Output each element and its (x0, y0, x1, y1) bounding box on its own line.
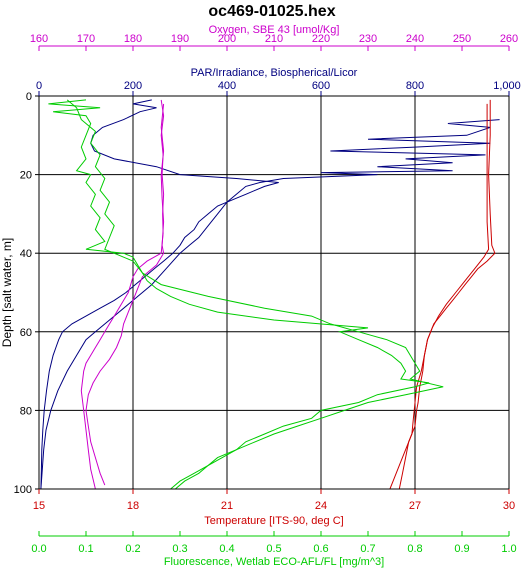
x-tick-label-par: 800 (406, 80, 424, 92)
x-tick-label-fluorescence: 0.0 (31, 543, 46, 555)
x-axis-title-temperature: Temperature [ITS-90, deg C] (204, 515, 343, 527)
series-line-temperature (389, 103, 490, 490)
series-line-fluorescence (48, 99, 430, 490)
x-tick-label-par: 600 (312, 80, 330, 92)
y-axis-title: Depth [salt water, m] (0, 238, 14, 347)
y-tick-label: 20 (20, 170, 32, 182)
x-tick-label-fluorescence: 0.1 (78, 543, 93, 555)
x-tick-label-oxygen: 220 (312, 33, 330, 45)
x-tick-label-fluorescence: 0.2 (125, 543, 140, 555)
x-tick-label-par: 1,000 (493, 80, 521, 92)
x-tick-label-fluorescence: 0.3 (172, 543, 187, 555)
x-tick-label-oxygen: 170 (77, 33, 95, 45)
x-axis-title-fluorescence: Fluorescence, Wetlab ECO-AFL/FL [mg/m^3] (164, 556, 384, 568)
x-tick-label-par: 200 (124, 80, 142, 92)
x-tick-label-temperature: 27 (409, 500, 421, 512)
x-tick-label-temperature: 15 (33, 500, 45, 512)
series-line-fluorescence (66, 99, 444, 490)
axis-layer: 0 20 40 60 80 100 Depth [salt water, m] 160 170 1… (0, 24, 521, 568)
x-tick-label-oxygen: 210 (265, 33, 283, 45)
x-tick-label-oxygen: 180 (124, 33, 142, 45)
series-line-oxygen (80, 99, 165, 490)
y-tick-label: 100 (14, 484, 32, 496)
x-tick-label-oxygen: 250 (453, 33, 471, 45)
x-tick-label-oxygen: 260 (500, 33, 518, 45)
y-tick-label: 0 (26, 91, 32, 103)
series-line-par (40, 119, 500, 490)
x-tick-label-oxygen: 200 (218, 33, 236, 45)
x-tick-label-fluorescence: 1.0 (501, 543, 516, 555)
x-axis-title-oxygen: Oxygen, SBE 43 [umol/Kg] (209, 24, 340, 36)
y-tick-label: 80 (20, 405, 32, 417)
x-tick-label-temperature: 24 (315, 500, 327, 512)
y-tick-label: 60 (20, 327, 32, 339)
x-tick-label-par: 0 (36, 80, 42, 92)
x-tick-label-par: 400 (218, 80, 236, 92)
chart-title: oc469-01025.hex (208, 3, 335, 20)
x-tick-label-fluorescence: 0.8 (407, 543, 422, 555)
x-tick-label-fluorescence: 0.7 (360, 543, 375, 555)
x-tick-label-temperature: 30 (503, 500, 515, 512)
x-tick-label-fluorescence: 0.6 (313, 543, 328, 555)
x-tick-label-temperature: 21 (221, 500, 233, 512)
x-tick-label-oxygen: 230 (359, 33, 377, 45)
series-line-oxygen (85, 103, 165, 486)
plot-frame (38, 95, 510, 490)
x-tick-label-oxygen: 240 (406, 33, 424, 45)
x-axis-title-par: PAR/Irradiance, Biospherical/Licor (191, 67, 358, 79)
x-tick-label-oxygen: 160 (30, 33, 48, 45)
x-tick-label-fluorescence: 0.5 (266, 543, 281, 555)
y-tick-label: 40 (20, 248, 32, 260)
x-tick-label-temperature: 18 (127, 500, 139, 512)
series-layer (40, 99, 500, 490)
series-line-par (40, 99, 279, 490)
x-tick-label-fluorescence: 0.4 (219, 543, 234, 555)
x-tick-label-oxygen: 190 (171, 33, 189, 45)
x-tick-label-fluorescence: 0.9 (454, 543, 469, 555)
